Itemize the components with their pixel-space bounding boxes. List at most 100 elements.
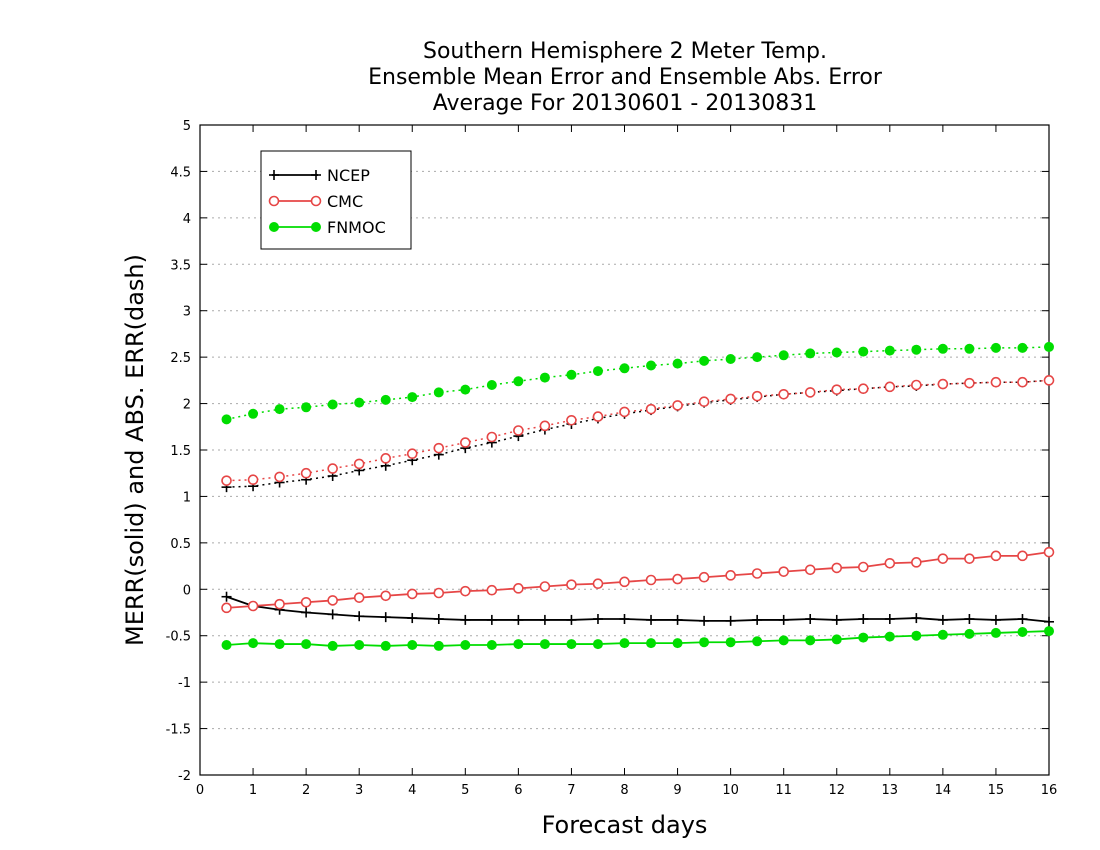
ncep-merr-point: [301, 607, 312, 618]
fnmoc-abs-err-point: [327, 399, 338, 410]
y-tick-label: 4.5: [170, 165, 191, 180]
cmc-abs-err-point: [1017, 376, 1028, 388]
x-tick-label: 13: [882, 783, 899, 798]
fnmoc-merr-point: [778, 635, 789, 646]
fnmoc-abs-err-point: [858, 346, 869, 357]
fnmoc-abs-err-point: [407, 392, 418, 403]
y-tick-label: -1.5: [166, 723, 191, 738]
ncep-merr-point: [699, 615, 710, 626]
cmc-abs-err-point: [831, 384, 843, 395]
x-axis-label: Forecast days: [542, 811, 708, 839]
legend-label-ncep: NCEP: [327, 166, 370, 185]
ncep-merr-point: [221, 591, 232, 602]
cmc-merr-point: [486, 584, 498, 596]
cmc-merr-point: [592, 578, 604, 590]
x-tick-label: 8: [620, 783, 628, 798]
cmc-abs-err-point: [1043, 375, 1055, 386]
ncep-merr-point: [486, 614, 497, 625]
fnmoc-abs-err-point: [433, 387, 444, 398]
fnmoc-merr-point: [539, 639, 550, 650]
y-tick-label: 3: [183, 305, 191, 320]
fnmoc-merr-point: [725, 637, 736, 648]
cmc-merr-point: [274, 598, 285, 610]
fnmoc-abs-err-point: [592, 366, 603, 377]
legend-marker-cmc: [310, 195, 322, 207]
fnmoc-abs-err-point: [539, 372, 550, 383]
ncep-abs-err-line: [226, 379, 1050, 488]
ncep-merr-point: [858, 614, 869, 624]
cmc-abs-err-point: [751, 390, 763, 402]
legend-label-fnmoc: FNMOC: [327, 218, 386, 237]
x-tick-label: 1: [249, 783, 257, 798]
fnmoc-abs-err-point: [274, 404, 285, 415]
fnmoc-abs-err-point: [513, 376, 524, 387]
cmc-merr-point: [698, 571, 710, 583]
cmc-merr-point: [247, 600, 259, 612]
cmc-merr-point: [911, 557, 922, 568]
fnmoc-merr-point: [566, 639, 577, 650]
fnmoc-abs-err-point: [699, 355, 710, 366]
ncep-merr-point: [831, 614, 842, 625]
ncep-merr-point: [380, 612, 391, 623]
x-tick-label: 7: [567, 783, 575, 798]
fnmoc-abs-err-point: [486, 380, 497, 390]
cmc-merr-point: [884, 557, 896, 569]
fnmoc-abs-err-point: [301, 402, 312, 413]
fnmoc-abs-err-point: [1017, 342, 1028, 353]
fnmoc-merr-point: [274, 639, 285, 650]
cmc-merr-point: [539, 581, 551, 592]
cmc-merr-point: [751, 568, 763, 579]
ncep-merr-point: [327, 609, 338, 620]
cmc-abs-err-line: [226, 379, 1050, 482]
cmc-merr-point: [804, 564, 816, 576]
ncep-merr-point: [805, 614, 816, 624]
cmc-abs-err-point: [964, 377, 975, 389]
cmc-abs-err-point: [247, 474, 259, 486]
x-tick-label: 11: [775, 783, 792, 798]
fnmoc-abs-err-point: [354, 397, 365, 408]
cmc-merr-point: [327, 595, 338, 606]
cmc-merr-point: [725, 570, 736, 581]
ncep-merr-point: [539, 614, 550, 625]
cmc-abs-err-point: [406, 448, 418, 460]
fnmoc-abs-err-point: [221, 414, 232, 425]
y-tick-label: 1.5: [170, 444, 191, 459]
ncep-merr-point: [407, 613, 418, 624]
title-line-2: Average For 20130601 - 20130831: [433, 91, 818, 116]
y-tick-label: 1: [183, 490, 191, 505]
fnmoc-merr-point: [221, 640, 232, 650]
x-tick-label: 6: [514, 783, 522, 798]
cmc-merr-point: [1017, 550, 1028, 562]
cmc-abs-err-point: [327, 463, 338, 474]
fnmoc-merr-line: [226, 630, 1050, 647]
ncep-merr-point: [354, 611, 365, 622]
fnmoc-merr-point: [752, 636, 763, 647]
cmc-merr-point: [406, 588, 418, 600]
y-tick-label: 4: [183, 212, 191, 227]
cmc-abs-err-point: [698, 396, 710, 408]
fnmoc-merr-point: [354, 640, 365, 650]
y-axis-label: MERR(solid) and ABS. ERR(dash): [121, 254, 149, 646]
fnmoc-merr-point: [699, 637, 710, 648]
fnmoc-abs-err-point: [937, 343, 948, 354]
title-line-1: Ensemble Mean Error and Ensemble Abs. Er…: [368, 65, 883, 90]
ncep-merr-point: [752, 614, 763, 625]
fnmoc-merr-point: [990, 627, 1001, 638]
fnmoc-merr-point: [964, 628, 975, 639]
cmc-abs-err-point: [486, 431, 498, 443]
cmc-merr-point: [380, 590, 392, 602]
x-tick-label: 9: [673, 783, 681, 798]
cmc-merr-point: [964, 553, 975, 564]
cmc-merr-line: [226, 551, 1050, 609]
fnmoc-merr-point: [407, 640, 418, 650]
y-tick-label: 0.5: [170, 537, 191, 552]
ncep-merr-point: [911, 613, 922, 624]
legend: NCEP CMC FNMOC: [260, 150, 412, 250]
cmc-merr-point: [566, 579, 577, 590]
fnmoc-merr-point: [672, 638, 683, 649]
fnmoc-merr-point: [513, 639, 524, 650]
fnmoc-merr-point: [884, 631, 895, 642]
cmc-abs-err-point: [857, 383, 869, 395]
x-tick-label: 0: [196, 783, 204, 798]
ncep-merr-point: [433, 614, 444, 624]
